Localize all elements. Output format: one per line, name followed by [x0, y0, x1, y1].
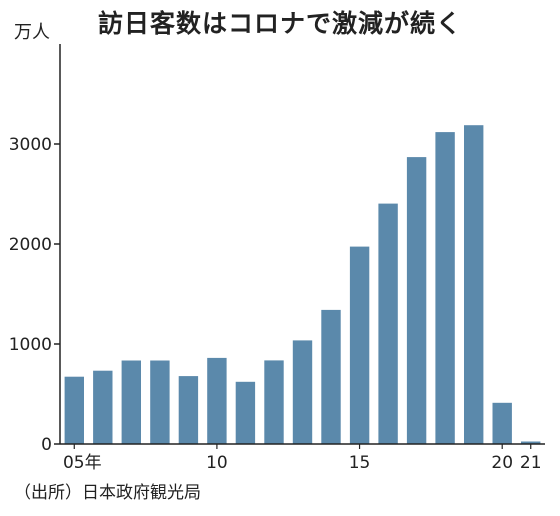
- source-note: （出所）日本政府観光局: [14, 483, 201, 503]
- bar-13: [292, 340, 313, 444]
- chart-title: 訪日客数はコロナで激減が続く: [97, 9, 462, 38]
- bar-17: [406, 157, 427, 444]
- bar-11: [235, 381, 256, 444]
- x-tick-label-05: 05年: [63, 453, 102, 473]
- x-tick-label-21: 21: [520, 453, 542, 473]
- bar-08: [150, 360, 170, 444]
- bar-20: [492, 402, 512, 444]
- x-tick-label-20: 20: [491, 453, 513, 473]
- bar-19: [464, 125, 484, 444]
- y-tick-label-3000: 3000: [9, 135, 52, 155]
- bar-21: [521, 441, 541, 444]
- y-axis-unit-label: 万人: [14, 22, 50, 43]
- y-tick-label-0: 0: [41, 435, 52, 455]
- bar-07: [121, 360, 141, 444]
- bar-06: [93, 370, 113, 444]
- y-tick-label-1000: 1000: [9, 335, 52, 355]
- x-tick-label-15: 15: [349, 453, 371, 473]
- bar-18: [435, 132, 455, 444]
- bar-12: [264, 360, 284, 444]
- y-tick-label-2000: 2000: [9, 235, 52, 255]
- bar-15: [349, 246, 370, 444]
- bar-14: [321, 309, 341, 444]
- bar-09: [178, 376, 199, 444]
- bar-05: [64, 376, 84, 444]
- bar-16: [378, 203, 398, 444]
- bar-10: [207, 357, 227, 444]
- x-tick-label-10: 10: [206, 453, 228, 473]
